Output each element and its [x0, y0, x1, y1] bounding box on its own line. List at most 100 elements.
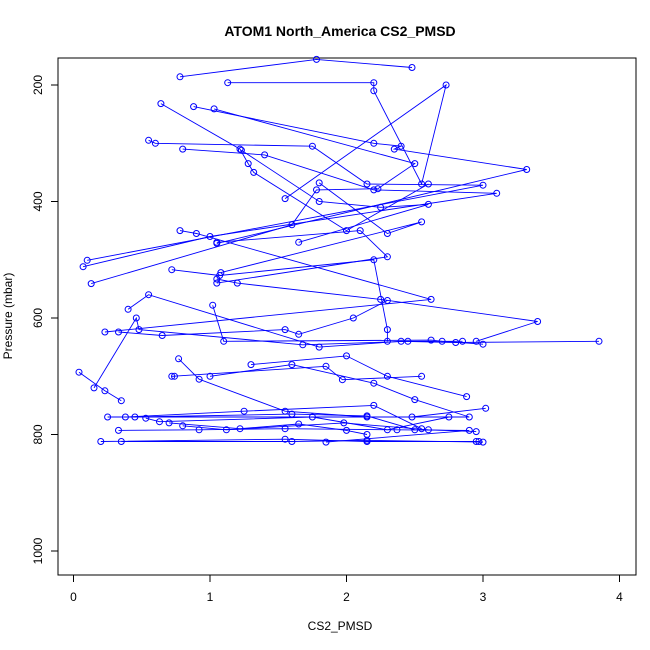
data-point: [295, 330, 303, 338]
data-point: [374, 185, 382, 193]
data-point: [445, 413, 453, 421]
data-point: [236, 145, 244, 153]
data-point: [349, 314, 357, 322]
data-point: [424, 200, 432, 208]
data-point: [383, 297, 391, 304]
series-line-28: [118, 428, 470, 443]
data-point: [404, 337, 412, 345]
data-point: [135, 326, 143, 334]
y-tick-label: 200: [31, 75, 45, 95]
data-point: [370, 186, 378, 194]
data-point: [390, 145, 398, 153]
data-point: [190, 103, 198, 111]
data-point: [418, 372, 426, 380]
data-point: [145, 291, 153, 299]
series-line-20: [171, 365, 422, 381]
series-line-9: [220, 182, 422, 274]
data-point: [101, 328, 109, 336]
data-point: [377, 203, 385, 211]
data-point: [408, 64, 416, 71]
data-point: [377, 295, 385, 303]
series-line-12: [171, 259, 388, 342]
data-point: [195, 426, 203, 434]
data-point: [465, 413, 473, 421]
data-point: [175, 355, 183, 363]
data-point: [117, 438, 125, 445]
data-point: [210, 105, 218, 113]
x-axis-label: CS2_PMSD: [308, 619, 373, 633]
series-line-5: [91, 108, 416, 285]
data-point: [463, 393, 471, 401]
data-point: [90, 384, 98, 392]
data-point: [83, 256, 91, 264]
data-point: [151, 139, 159, 147]
data-point: [343, 352, 350, 360]
data-point: [195, 375, 203, 383]
data-point: [534, 318, 542, 325]
data-point: [247, 361, 255, 369]
data-point: [171, 372, 178, 380]
data-point: [370, 256, 378, 264]
series-line-23: [125, 404, 422, 430]
data-point: [295, 238, 303, 246]
series-line-7: [82, 148, 497, 268]
data-point: [115, 328, 122, 336]
y-tick-label: 800: [31, 424, 45, 444]
data-point: [121, 413, 129, 421]
data-point: [411, 396, 419, 404]
plot-frame: [57, 57, 637, 576]
data-point: [479, 340, 487, 348]
series-line-8: [241, 149, 429, 243]
data-point: [281, 326, 289, 334]
series-line-14: [127, 294, 600, 348]
data-point: [192, 230, 200, 237]
series-line-1: [179, 58, 413, 78]
data-point: [313, 55, 320, 63]
data-point: [383, 230, 391, 237]
data-point: [393, 426, 401, 434]
data-point: [315, 179, 323, 187]
data-point: [142, 414, 150, 422]
data-point: [595, 337, 603, 345]
data-point: [281, 435, 289, 443]
data-point: [370, 379, 378, 387]
data-point: [101, 387, 109, 395]
series-line-6: [87, 139, 484, 261]
y-tick-label: 1000: [31, 537, 45, 564]
data-point: [397, 142, 405, 150]
data-point: [206, 372, 214, 380]
data-point: [104, 413, 112, 421]
data-point: [479, 438, 487, 446]
data-point: [315, 198, 323, 205]
data-point: [308, 413, 316, 421]
data-point: [156, 418, 163, 426]
data-point: [482, 404, 490, 412]
data-point: [383, 326, 391, 334]
data-point: [250, 168, 258, 176]
data-point: [383, 253, 391, 261]
data-point: [237, 146, 245, 154]
data-point: [356, 227, 364, 235]
series-line-13: [216, 278, 538, 342]
x-tick-label: 0: [70, 590, 77, 604]
y-tick-label: 400: [31, 191, 45, 211]
data-point: [338, 376, 346, 384]
data-point: [281, 425, 289, 433]
data-point: [465, 426, 473, 434]
series-line-24: [134, 413, 415, 431]
data-point: [340, 419, 348, 427]
data-point: [124, 305, 132, 313]
data-point: [322, 438, 330, 446]
data-point: [145, 136, 153, 144]
series-line-3: [160, 103, 429, 232]
series-line-2: [227, 82, 447, 199]
x-tick-label: 4: [616, 590, 623, 604]
data-point: [427, 336, 435, 344]
data-point: [313, 186, 320, 194]
series-line-26: [169, 422, 368, 435]
data-point: [479, 181, 487, 189]
data-point: [411, 160, 419, 168]
data-point: [288, 361, 296, 369]
data-point: [427, 295, 435, 303]
